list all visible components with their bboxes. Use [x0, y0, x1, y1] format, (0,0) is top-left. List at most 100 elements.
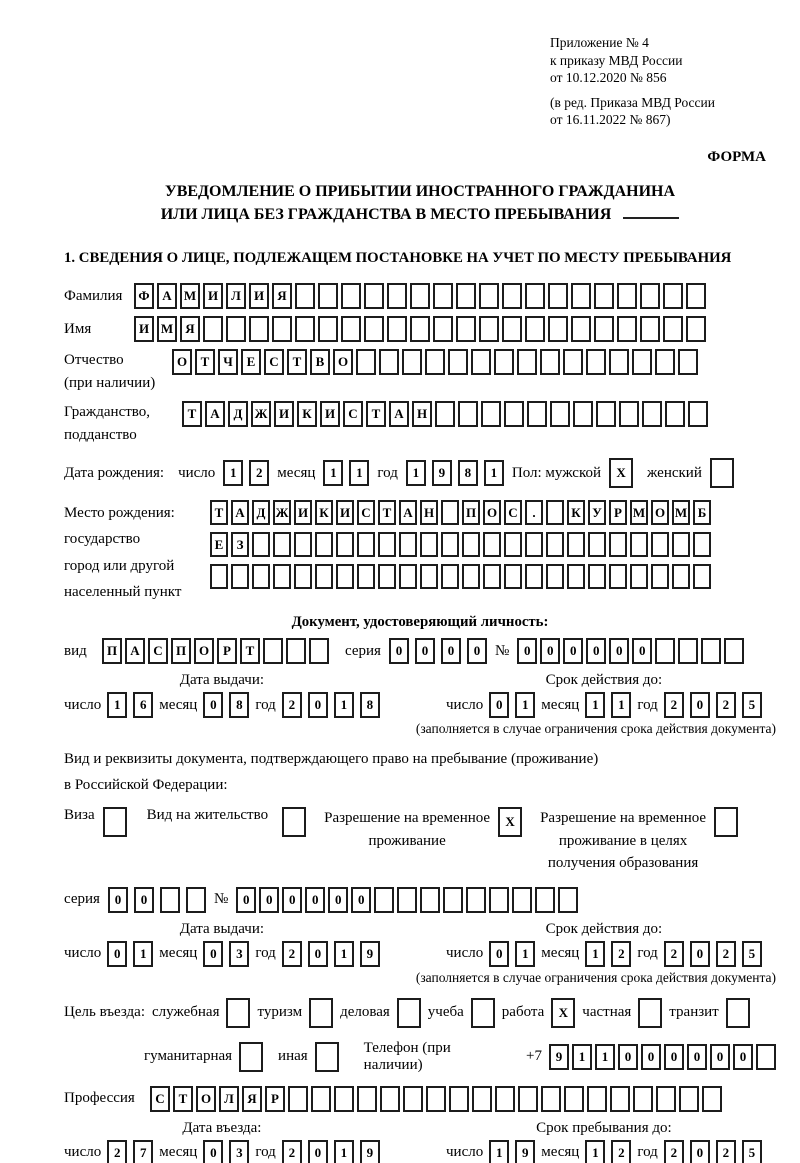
rvp-box[interactable]: X [498, 807, 523, 838]
char-box[interactable] [356, 349, 376, 376]
char-box[interactable] [272, 316, 292, 343]
char-box[interactable]: С [150, 1085, 170, 1112]
char-box[interactable] [489, 886, 510, 913]
purpose-tourism-box[interactable] [309, 997, 334, 1028]
char-box[interactable]: 0 [203, 940, 224, 967]
char-box[interactable]: К [315, 500, 333, 526]
char-box[interactable]: Т [378, 500, 396, 526]
char-box[interactable] [231, 564, 249, 590]
char-box[interactable]: 0 [282, 886, 303, 913]
char-box[interactable] [504, 564, 522, 590]
purpose-study-box[interactable] [470, 997, 495, 1028]
char-box[interactable] [588, 564, 606, 590]
char-box[interactable] [504, 401, 524, 428]
char-box[interactable]: 0 [563, 638, 584, 665]
char-box[interactable]: 1 [585, 1139, 606, 1163]
char-box[interactable] [449, 1085, 469, 1112]
char-box[interactable]: 0 [133, 886, 154, 913]
char-box[interactable]: 2 [663, 1139, 684, 1163]
char-box[interactable] [693, 564, 711, 590]
char-box[interactable]: 5 [741, 692, 762, 719]
char-box[interactable] [443, 886, 464, 913]
char-box[interactable]: 5 [741, 940, 762, 967]
char-box[interactable]: 0 [203, 692, 224, 719]
char-box[interactable]: Д [252, 500, 270, 526]
char-box[interactable]: А [389, 401, 409, 428]
char-box[interactable] [548, 283, 568, 310]
char-box[interactable]: 0 [307, 692, 328, 719]
char-box[interactable] [483, 564, 501, 590]
char-box[interactable]: 2 [249, 460, 270, 487]
char-box[interactable]: 1 [585, 940, 606, 967]
char-box[interactable]: 0 [664, 1043, 684, 1070]
char-box[interactable] [688, 401, 708, 428]
char-box[interactable]: 1 [333, 1139, 354, 1163]
char-box[interactable]: П [462, 500, 480, 526]
char-box[interactable] [315, 564, 333, 590]
char-box[interactable] [263, 638, 283, 665]
purpose-other-box[interactable] [314, 1041, 339, 1072]
char-box[interactable]: М [180, 283, 200, 310]
char-box[interactable]: Ж [273, 500, 291, 526]
purpose-humanitarian-box[interactable] [239, 1041, 264, 1072]
char-box[interactable]: 0 [440, 638, 461, 665]
char-box[interactable] [686, 316, 706, 343]
char-box[interactable]: 2 [715, 940, 736, 967]
char-box[interactable] [564, 1085, 584, 1112]
char-box[interactable]: М [672, 500, 690, 526]
char-box[interactable]: 8 [359, 692, 380, 719]
char-box[interactable] [651, 564, 669, 590]
char-box[interactable]: Р [265, 1085, 285, 1112]
char-box[interactable]: 0 [388, 638, 409, 665]
char-box[interactable]: С [148, 638, 168, 665]
char-box[interactable] [678, 349, 698, 376]
char-box[interactable] [610, 1085, 630, 1112]
char-box[interactable] [594, 316, 614, 343]
char-box[interactable]: 0 [489, 692, 510, 719]
char-box[interactable] [456, 283, 476, 310]
char-box[interactable]: Д [228, 401, 248, 428]
char-box[interactable]: Л [226, 283, 246, 310]
char-box[interactable]: 1 [405, 460, 426, 487]
char-box[interactable]: О [483, 500, 501, 526]
char-box[interactable]: К [297, 401, 317, 428]
char-box[interactable]: Е [210, 532, 228, 558]
char-box[interactable]: А [125, 638, 145, 665]
char-box[interactable] [558, 886, 579, 913]
char-box[interactable] [226, 316, 246, 343]
char-box[interactable] [462, 564, 480, 590]
char-box[interactable] [525, 564, 543, 590]
char-box[interactable] [249, 316, 269, 343]
char-box[interactable]: 0 [517, 638, 538, 665]
char-box[interactable]: О [651, 500, 669, 526]
char-box[interactable] [502, 283, 522, 310]
char-box[interactable]: В [310, 349, 330, 376]
char-box[interactable]: 2 [663, 692, 684, 719]
char-box[interactable] [479, 283, 499, 310]
char-box[interactable] [210, 564, 228, 590]
char-box[interactable]: М [157, 316, 177, 343]
char-box[interactable]: Я [180, 316, 200, 343]
char-box[interactable]: Я [272, 283, 292, 310]
char-box[interactable] [573, 401, 593, 428]
char-box[interactable]: 0 [107, 886, 128, 913]
char-box[interactable] [587, 1085, 607, 1112]
char-box[interactable]: Р [609, 500, 627, 526]
char-box[interactable] [341, 316, 361, 343]
char-box[interactable]: 1 [595, 1043, 615, 1070]
char-box[interactable] [420, 886, 441, 913]
char-box[interactable]: 9 [359, 1139, 380, 1163]
char-box[interactable]: И [134, 316, 154, 343]
char-box[interactable] [402, 349, 422, 376]
char-box[interactable]: 0 [540, 638, 561, 665]
char-box[interactable] [448, 349, 468, 376]
char-box[interactable] [441, 500, 459, 526]
char-box[interactable]: И [274, 401, 294, 428]
char-box[interactable]: Ф [134, 283, 154, 310]
char-box[interactable]: А [205, 401, 225, 428]
char-box[interactable]: 0 [632, 638, 653, 665]
char-box[interactable]: Т [366, 401, 386, 428]
char-box[interactable]: 0 [236, 886, 257, 913]
char-box[interactable] [399, 564, 417, 590]
char-box[interactable]: 9 [515, 1139, 536, 1163]
